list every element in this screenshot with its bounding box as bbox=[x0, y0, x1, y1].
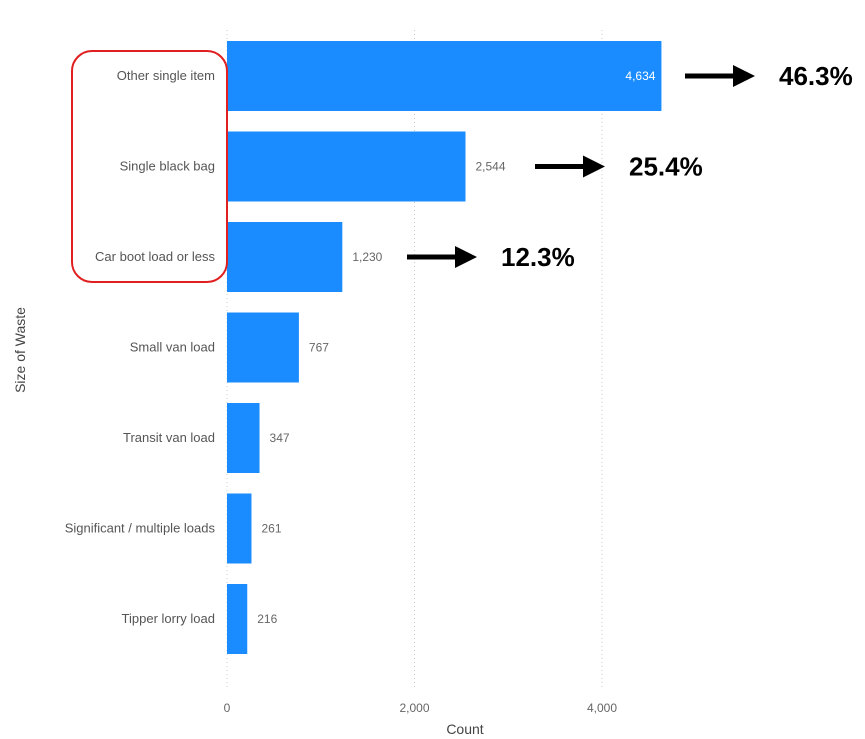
value-label: 216 bbox=[257, 612, 277, 626]
category-label: Single black bag bbox=[120, 159, 215, 174]
percentage-annotation: 25.4% bbox=[629, 152, 703, 182]
bar bbox=[227, 584, 248, 654]
value-label: 1,230 bbox=[352, 250, 382, 264]
bar bbox=[227, 41, 662, 111]
category-labels: Other single item Single black bag Car boo… bbox=[65, 68, 216, 626]
value-label: 261 bbox=[261, 522, 281, 536]
category-label: Small van load bbox=[130, 340, 215, 355]
arrow-head bbox=[583, 155, 605, 178]
bar bbox=[227, 493, 252, 564]
x-axis-title: Count bbox=[446, 721, 483, 737]
bars bbox=[227, 41, 662, 654]
category-label: Transit van load bbox=[123, 430, 215, 445]
highlight-box bbox=[71, 50, 228, 283]
percentage-annotation: 12.3% bbox=[501, 242, 575, 272]
category-label: Car boot load or less bbox=[95, 249, 215, 264]
x-axis-ticks: 0 2,000 4,000 bbox=[224, 701, 618, 715]
value-label: 767 bbox=[309, 341, 329, 355]
y-axis-title: Size of Waste bbox=[12, 307, 28, 393]
value-label: 2,544 bbox=[476, 160, 506, 174]
x-tick-label: 0 bbox=[224, 701, 231, 715]
arrow-head bbox=[733, 65, 755, 87]
category-label: Significant / multiple loads bbox=[65, 521, 216, 536]
bar bbox=[227, 312, 299, 383]
bar bbox=[227, 222, 343, 292]
bar bbox=[227, 131, 466, 202]
value-labels: 4,634 2,544 1,230 767 347 261 216 bbox=[257, 69, 656, 626]
x-tick-label: 4,000 bbox=[587, 701, 617, 715]
bar bbox=[227, 403, 260, 473]
arrow-head bbox=[455, 246, 477, 268]
annotations: 46.3% 25.4% 12.3% bbox=[71, 50, 853, 283]
category-label: Tipper lorry load bbox=[122, 611, 215, 626]
percentage-annotation: 46.3% bbox=[779, 61, 853, 91]
category-label: Other single item bbox=[117, 68, 215, 83]
value-label: 347 bbox=[270, 431, 290, 445]
value-label: 4,634 bbox=[625, 69, 655, 83]
x-tick-label: 2,000 bbox=[399, 701, 429, 715]
